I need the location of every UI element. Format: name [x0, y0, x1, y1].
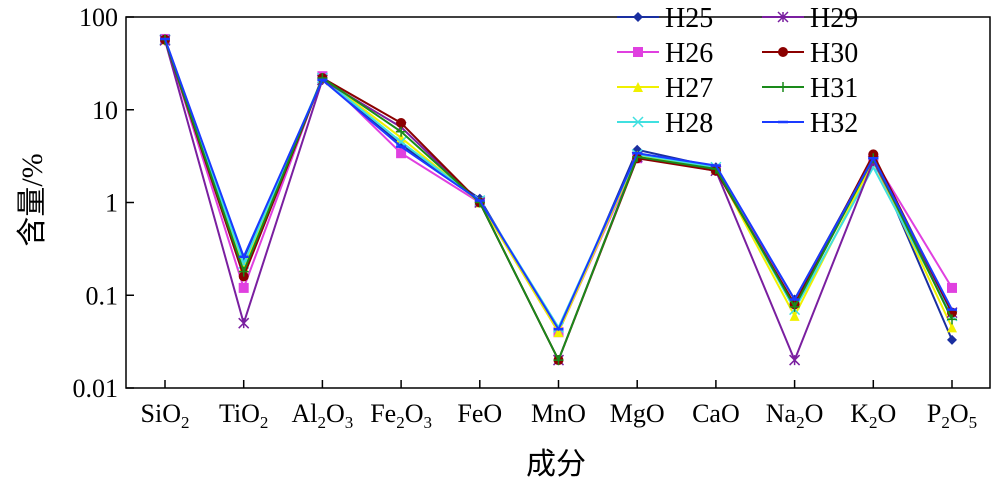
- y-tick-label: 0.1: [86, 281, 119, 310]
- data-point: [789, 310, 800, 321]
- legend-entry-h30: H30: [762, 38, 858, 69]
- legend-marker: [633, 82, 643, 92]
- legend-label: H31: [810, 73, 858, 104]
- data-point: [553, 327, 564, 338]
- legend: H25 H26 H27 H28 H29 H30 H31 H32: [617, 3, 858, 139]
- x-tick-label: CaO: [692, 399, 740, 428]
- data-point: [947, 334, 957, 345]
- data-point: [396, 148, 407, 159]
- x-tick-label: Na2O: [766, 399, 824, 432]
- data-point: [789, 354, 801, 366]
- y-tick-label: 100: [79, 3, 118, 32]
- legend-label: H29: [810, 3, 858, 34]
- data-point: [474, 197, 485, 208]
- x-tick-label: K2O: [850, 399, 896, 432]
- legend-label: H28: [665, 108, 713, 139]
- data-point: [395, 136, 407, 148]
- legend-entry-h27: H27: [617, 73, 713, 104]
- x-tick-label: P2O5: [927, 399, 977, 432]
- legend-marker: [777, 11, 789, 23]
- legend-entry-h28: H28: [617, 108, 713, 139]
- legend-label: H32: [810, 108, 858, 139]
- data-point: [238, 317, 250, 329]
- x-tick-label: TiO2: [219, 399, 268, 432]
- legend-entry-h31: H31: [762, 73, 858, 104]
- data-point: [396, 117, 407, 128]
- legend-marker: [778, 82, 788, 92]
- x-tick-label: MnO: [531, 399, 586, 428]
- y-tick-label: 10: [92, 96, 118, 125]
- data-point: [238, 266, 249, 277]
- legend-marker: [778, 47, 788, 57]
- x-axis-label: 成分: [526, 448, 586, 481]
- series-h32: [160, 37, 957, 332]
- x-tick-label: FeO: [457, 399, 502, 428]
- y-tick-label: 0.01: [73, 374, 119, 403]
- legend-label: H30: [810, 38, 858, 69]
- legend-entry-h29: H29: [762, 3, 858, 34]
- legend-marker: [633, 47, 643, 57]
- data-point: [238, 282, 249, 293]
- x-tick-label: SiO2: [141, 399, 190, 432]
- axes: 0.01 0.1 1 10 100 SiO2 TiO2 Al2O3 Fe2O3 FeO MnO MgO…: [73, 3, 991, 432]
- legend-marker: [632, 116, 644, 128]
- data-point: [947, 314, 957, 325]
- y-axis-label: 含量/%: [16, 153, 49, 246]
- data-point: [947, 322, 957, 333]
- series-lines: [159, 33, 958, 366]
- legend-label: H27: [665, 73, 713, 104]
- data-point: [789, 301, 800, 312]
- legend-marker: [633, 12, 643, 22]
- legend-label: H26: [665, 38, 713, 69]
- legend-entry-h32: H32: [762, 108, 858, 139]
- legend-label: H25: [665, 3, 713, 34]
- x-tick-label: MgO: [610, 399, 665, 428]
- x-tick-label: Fe2O3: [370, 399, 432, 432]
- x-tick-label: Al2O3: [292, 399, 354, 432]
- data-point: [947, 282, 957, 293]
- data-point: [553, 355, 564, 366]
- y-tick-label: 1: [105, 189, 118, 218]
- legend-entry-h25: H25: [617, 3, 713, 34]
- legend-entry-h26: H26: [617, 38, 713, 69]
- data-point: [396, 126, 407, 137]
